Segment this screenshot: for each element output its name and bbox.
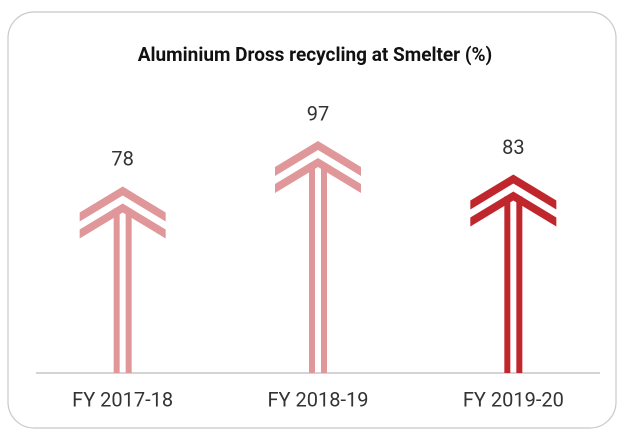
value-label: 83 bbox=[502, 135, 524, 159]
arrow-bar bbox=[470, 174, 557, 373]
arrow-stem bbox=[321, 163, 327, 373]
value-label: 97 bbox=[307, 101, 329, 125]
x-tick-label: FY 2019-20 bbox=[463, 387, 564, 411]
arrow-bar bbox=[79, 186, 166, 373]
x-tick-label: FY 2018-19 bbox=[268, 387, 369, 411]
arrow-bar bbox=[275, 141, 361, 373]
chart-title: Aluminium Dross recycling at Smelter (%) bbox=[138, 43, 492, 66]
arrow-chevron bbox=[275, 141, 361, 176]
arrow-stem bbox=[125, 208, 132, 373]
x-tick-label: FY 2017-18 bbox=[72, 387, 173, 411]
arrow-stem bbox=[504, 196, 511, 373]
arrow-stem bbox=[516, 196, 523, 373]
arrow-chevron bbox=[79, 186, 166, 222]
arrow-chevron bbox=[470, 191, 557, 227]
value-label: 78 bbox=[111, 147, 133, 171]
arrow-chevron bbox=[275, 158, 361, 193]
arrow-stem bbox=[113, 208, 120, 373]
arrow-stem bbox=[309, 163, 315, 373]
arrow-chevron bbox=[470, 174, 557, 210]
arrow-chevron bbox=[79, 203, 166, 239]
